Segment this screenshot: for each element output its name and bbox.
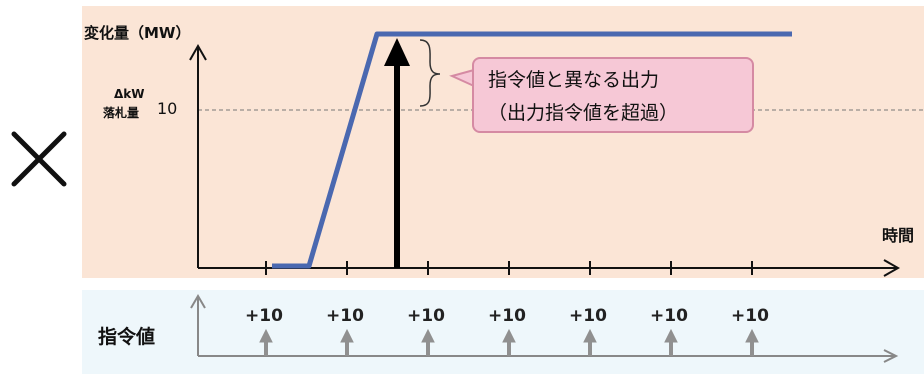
instant-command-arrowhead xyxy=(384,38,410,66)
command-arrow-2 xyxy=(340,328,354,356)
command-panel xyxy=(82,290,924,374)
command-value-2: +10 xyxy=(326,306,364,326)
command-value-7: +10 xyxy=(731,306,769,326)
callout-line-1: 指令値と異なる出力 xyxy=(488,69,660,91)
command-arrow-1 xyxy=(259,328,273,356)
bid-amount-label: 落札量 xyxy=(103,106,140,120)
threshold-value: 10 xyxy=(157,99,178,118)
x-axis-ticks xyxy=(265,261,753,275)
output-panel xyxy=(82,6,924,278)
command-value-4: +10 xyxy=(488,306,526,326)
command-arrow-6 xyxy=(664,328,678,356)
command-arrow-5 xyxy=(583,328,597,356)
y-axis-arrowhead xyxy=(189,43,207,61)
command-arrow-4 xyxy=(502,328,516,356)
cross-mark-icon xyxy=(11,131,67,187)
command-value-3: +10 xyxy=(407,306,445,326)
command-axis-y-arrowhead xyxy=(190,294,206,309)
command-value-6: +10 xyxy=(650,306,688,326)
command-value-1: +10 xyxy=(245,306,283,326)
callout-box: 指令値と異なる出力 （出力指令値を超過） xyxy=(472,57,754,133)
y-axis-label: 変化量（MW） xyxy=(84,24,191,42)
command-arrow-7 xyxy=(745,328,759,356)
command-value-5: +10 xyxy=(569,306,607,326)
command-arrows xyxy=(259,328,759,356)
x-axis-label: 時間 xyxy=(882,226,915,245)
callout-pointer xyxy=(449,68,475,88)
command-row-label: 指令値 xyxy=(98,326,156,348)
x-axis-arrowhead xyxy=(883,259,901,277)
excess-brace xyxy=(419,39,441,107)
output-line xyxy=(272,31,792,269)
command-arrow-3 xyxy=(421,328,435,356)
dkw-label: ΔkW xyxy=(114,87,145,101)
callout-line-2: （出力指令値を超過） xyxy=(488,102,679,124)
command-axis-x-arrowhead xyxy=(883,349,899,363)
